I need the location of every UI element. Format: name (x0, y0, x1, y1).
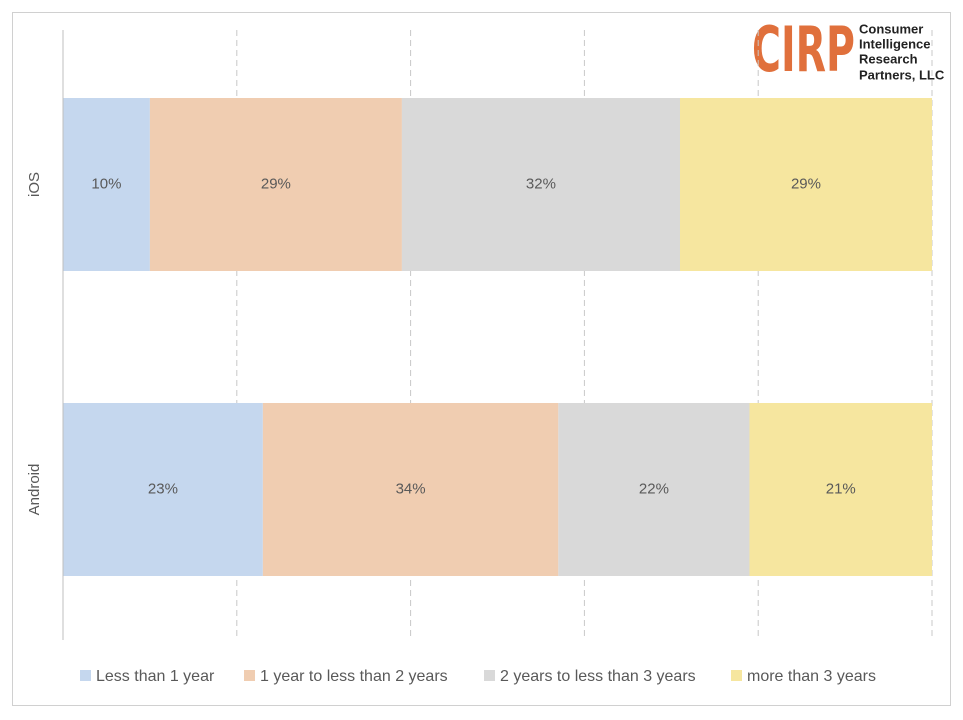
bar-segment (63, 98, 150, 271)
legend-label: 1 year to less than 2 years (260, 668, 448, 685)
logo-line: Consumer (859, 21, 923, 36)
logo-mark: CIRP (752, 13, 855, 86)
value-label: 22% (639, 480, 669, 497)
y-tick-label: Android (26, 464, 43, 516)
value-label: 34% (396, 480, 426, 497)
logo-line: Partners, LLC (859, 67, 945, 82)
bar-segment (63, 403, 263, 576)
legend-swatch (80, 670, 91, 681)
logo-text: Consumer Intelligence Research Partners,… (859, 21, 945, 82)
bar-segment (149, 98, 402, 271)
logo-line: Intelligence (859, 36, 931, 51)
logo-line: Research (859, 51, 918, 66)
value-label: 32% (526, 175, 556, 192)
value-label: 10% (91, 175, 121, 192)
legend-label: Less than 1 year (96, 668, 215, 685)
bar-segment (558, 403, 750, 576)
y-tick-label: iOS (26, 172, 43, 197)
bar-segment (749, 403, 932, 576)
bar-segment (401, 98, 680, 271)
bar-segment (679, 98, 932, 271)
legend-swatch (244, 670, 255, 681)
legend-swatch (731, 670, 742, 681)
legend-swatch (484, 670, 495, 681)
bar-segment (262, 403, 559, 576)
value-label: 29% (261, 175, 291, 192)
legend-label: more than 3 years (747, 668, 876, 685)
value-label: 23% (148, 480, 178, 497)
legend-label: 2 years to less than 3 years (500, 668, 696, 685)
value-label: 21% (826, 480, 856, 497)
value-label: 29% (791, 175, 821, 192)
